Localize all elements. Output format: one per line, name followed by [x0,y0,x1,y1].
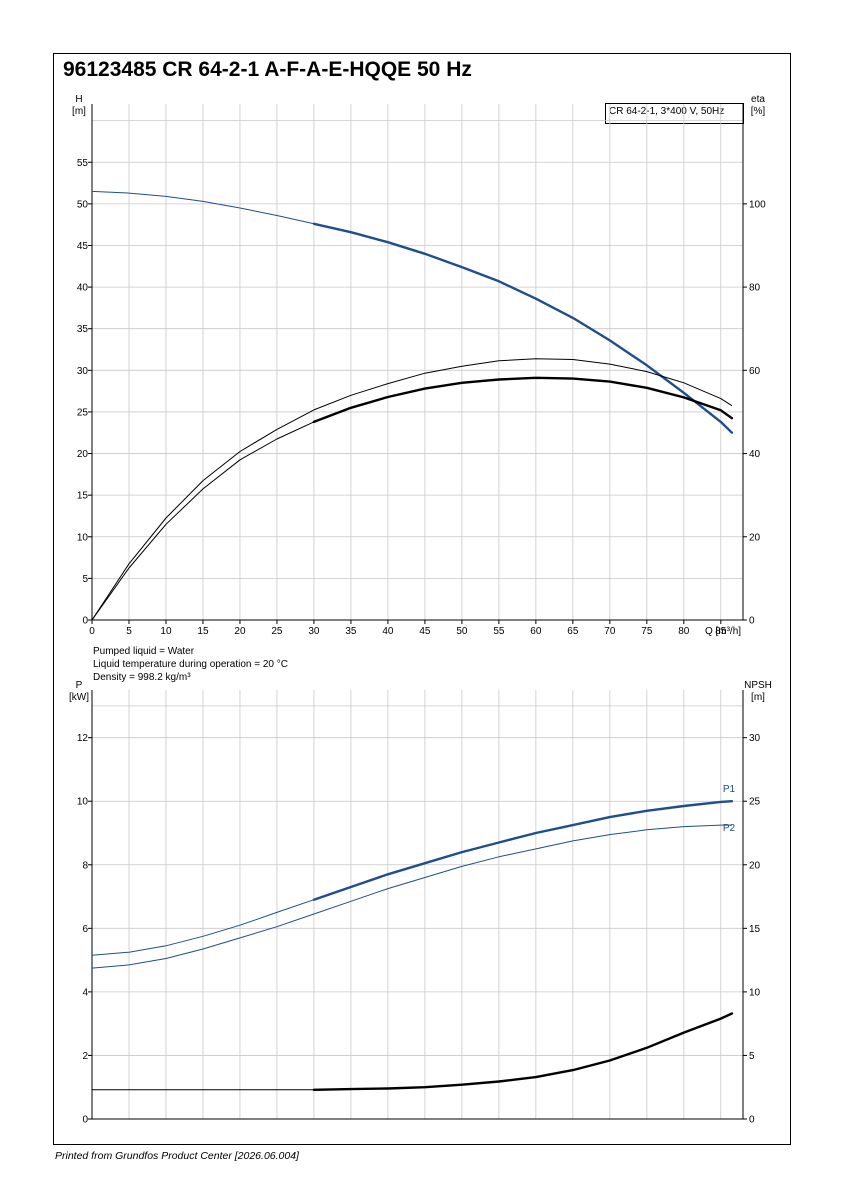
y-tick-label: 40 [77,283,89,294]
y2-tick-label: 25 [749,797,761,808]
x-tick-label: 25 [271,626,283,637]
x-tick-label: 85 [715,626,727,637]
liquid-info: Pumped liquid = Water Liquid temperature… [93,645,288,684]
y-axis-unit: [m] [72,106,86,117]
y-tick-label: 0 [82,1115,88,1126]
y2-tick-label: 40 [749,449,761,460]
y-tick-label: 45 [77,241,89,252]
y2-tick-label: 15 [749,924,761,935]
y2-tick-label: 20 [749,860,761,871]
x-tick-label: 55 [493,626,505,637]
series-line-blue [91,190,733,434]
x-tick-label: 0 [89,626,95,637]
y2-tick-label: 5 [749,1051,755,1062]
y2-tick-label: 100 [749,199,766,210]
y-tick-label: 20 [77,449,89,460]
series-bold-blue [312,222,734,434]
y-tick-label: 10 [77,532,89,543]
series-label-P2: P2 [723,823,736,834]
series-line-black-thin [91,358,733,621]
liquid-info-line: Pumped liquid = Water [93,646,195,657]
y2-tick-label: 0 [749,1115,755,1126]
y2-axis-unit: [%] [751,106,766,117]
x-tick-label: 70 [604,626,616,637]
y-tick-label: 0 [82,616,88,627]
x-tick-label: 35 [345,626,357,637]
y-tick-label: 4 [82,987,88,998]
y-tick-label: 5 [82,574,88,585]
y-axis-label: H [75,94,82,105]
x-tick-label: 50 [456,626,468,637]
y2-tick-label: 30 [749,733,761,744]
y-tick-label: 50 [77,199,89,210]
y-tick-label: 15 [77,491,89,502]
series-bold-NPSH [312,1012,734,1091]
series-line-black [91,377,733,621]
y2-tick-label: 20 [749,532,761,543]
x-tick-label: 15 [197,626,209,637]
y-tick-label: 30 [77,366,89,377]
y-axis-unit: [kW] [69,692,89,703]
page-title: 96123485 CR 64-2-1 A-F-A-E-HQQE 50 Hz [63,58,472,81]
y-axis-label: P [76,680,83,691]
y2-tick-label: 80 [749,283,761,294]
x-tick-label: 40 [382,626,394,637]
x-tick-label: 20 [234,626,246,637]
footer-note: Printed from Grundfos Product Center [20… [55,1150,299,1162]
y2-axis-unit: [m] [751,692,765,703]
y2-tick-label: 0 [749,616,755,627]
y2-tick-label: 10 [749,987,761,998]
y-tick-label: 12 [77,733,89,744]
x-tick-label: 75 [641,626,653,637]
x-tick-label: 10 [160,626,172,637]
series-line-P2 [91,824,732,969]
x-tick-label: 60 [530,626,542,637]
series-line-P1 [91,800,732,956]
y2-tick-label: 60 [749,366,761,377]
x-tick-label: 80 [678,626,690,637]
y-tick-label: 25 [77,407,89,418]
y-tick-label: 10 [77,797,89,808]
x-tick-label: 65 [567,626,579,637]
y-tick-label: 6 [82,924,88,935]
y-tick-label: 2 [82,1051,88,1062]
y2-axis-label: NPSH [744,680,772,691]
y-tick-label: 35 [77,324,89,335]
x-tick-label: 45 [419,626,431,637]
series-bold-P1 [312,800,734,901]
series-bold-black [312,376,734,424]
x-axis-label: Q [m³/h] [705,626,741,637]
liquid-info-line: Liquid temperature during operation = 20… [93,659,288,670]
chart-sheet-border [53,53,791,1145]
liquid-info-line: Density = 998.2 kg/m³ [93,672,191,683]
y2-axis-label: eta [751,94,765,105]
x-tick-label: 30 [308,626,320,637]
series-label-P1: P1 [723,784,736,795]
y-tick-label: 55 [77,158,89,169]
x-tick-label: 5 [126,626,132,637]
y-tick-label: 8 [82,860,88,871]
